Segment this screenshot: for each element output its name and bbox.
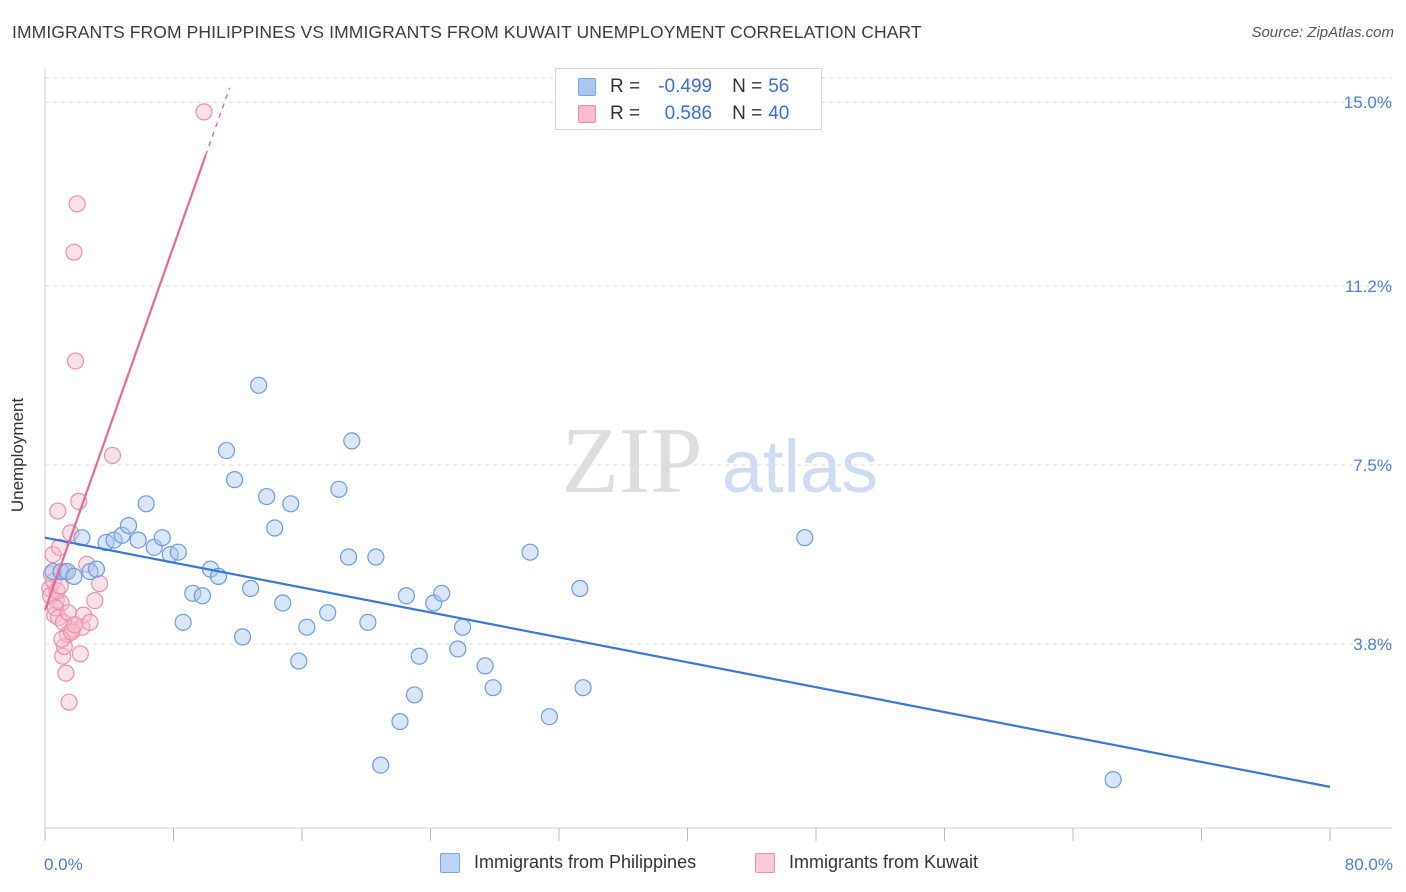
philippines-point [484, 679, 502, 697]
kuwait-trend-extension [204, 87, 231, 156]
legend-r-value: 0.586 [664, 103, 713, 124]
philippines-point [242, 579, 260, 598]
trend-lines [43, 87, 1331, 788]
philippines-point [540, 708, 558, 726]
philippines-point [274, 594, 292, 612]
kuwait-point [46, 599, 65, 617]
legend-label-philippines: Immigrants from Philippines [474, 852, 697, 872]
philippines-point [137, 495, 155, 513]
philippines-point [282, 495, 300, 513]
philippines-point [258, 487, 276, 506]
philippines-point [233, 628, 252, 646]
kuwait-point [81, 613, 99, 631]
legend-n-label: N = [732, 76, 763, 97]
watermark-atlas: atlas [722, 425, 878, 508]
legend-swatch-kuwait [755, 852, 775, 873]
philippines-point [193, 587, 212, 605]
philippines-point [405, 686, 424, 704]
philippines-point [129, 531, 147, 549]
kuwait-point [68, 195, 86, 213]
legend-label-kuwait: Immigrants from Kuwait [789, 852, 979, 872]
y-tick-label: 7.5% [1353, 456, 1392, 475]
legend-item-kuwait[interactable]: Immigrants from Kuwait [755, 852, 978, 873]
philippines-point [367, 548, 385, 566]
x-tick-label: 0.0% [44, 855, 83, 874]
philippines-point [153, 529, 171, 547]
philippines-point [290, 652, 308, 670]
philippines-point [339, 548, 358, 566]
axes [44, 68, 1392, 841]
kuwait-point [65, 243, 83, 261]
philippines-point [343, 432, 361, 450]
legend-item-philippines[interactable]: Immigrants from Philippines [440, 852, 696, 873]
source-label: Source: ZipAtlas.com [1251, 24, 1394, 41]
philippines-point [105, 531, 123, 549]
correlation-legend: R = -0.499 N = 56 R = 0.586 N = 40 [555, 68, 822, 130]
philippines-point [174, 613, 192, 631]
kuwait-trend-line [43, 155, 207, 611]
y-tick-label: 3.8% [1353, 635, 1392, 654]
philippines-point [372, 756, 390, 774]
philippines-point [266, 519, 284, 537]
kuwait-point [66, 616, 84, 634]
philippines-point [521, 543, 539, 561]
legend-row-kuwait: R = 0.586 N = 40 [578, 103, 789, 125]
kuwait-point [195, 103, 213, 121]
kuwait-point [57, 664, 75, 682]
philippines-point [476, 657, 494, 675]
philippines-point [391, 712, 409, 731]
legend-swatch-philippines [440, 852, 460, 873]
philippines-trend-line [44, 536, 1331, 788]
legend-swatch-kuwait [578, 105, 596, 123]
philippines-point [410, 647, 428, 665]
philippines-point [250, 376, 268, 394]
kuwait-points [41, 103, 213, 711]
y-tick-label: 11.2% [1345, 277, 1392, 296]
philippines-point [113, 526, 131, 544]
kuwait-point [60, 693, 78, 711]
watermark-zip: ZIP [562, 409, 703, 513]
chart-title: IMMIGRANTS FROM PHILIPPINES VS IMMIGRANT… [12, 22, 922, 42]
kuwait-point [49, 502, 67, 520]
philippines-point [449, 640, 467, 658]
philippines-point [330, 480, 348, 498]
philippines-point [397, 587, 416, 605]
philippines-point [433, 584, 451, 602]
philippines-point [217, 441, 236, 460]
kuwait-point [91, 575, 109, 593]
kuwait-point [50, 608, 68, 627]
philippines-point [574, 679, 592, 697]
philippines-point [319, 604, 337, 622]
philippines-point [225, 471, 244, 489]
legend-r-value: -0.499 [658, 76, 713, 97]
legend-row-philippines: R = -0.499 N = 56 [578, 76, 789, 98]
legend-swatch-philippines [578, 78, 596, 96]
tick-labels: 3.8% 7.5% 11.2% 15.0% 0.0% 80.0% [44, 93, 1393, 874]
legend-n-label: N = [732, 103, 763, 124]
philippines-point [87, 560, 106, 578]
legend-r-label: R = [610, 76, 641, 97]
y-axis-title: Unemployment [8, 397, 27, 513]
kuwait-point [86, 591, 104, 610]
kuwait-point [66, 352, 85, 370]
legend-r-label: R = [610, 103, 641, 124]
philippines-point [1104, 771, 1122, 789]
gridlines [45, 77, 1392, 645]
philippines-point [169, 543, 187, 561]
philippines-point [796, 529, 814, 547]
philippines-point [65, 567, 83, 585]
philippines-point [359, 613, 377, 631]
y-tick-label: 15.0% [1344, 93, 1392, 112]
philippines-point [571, 579, 589, 598]
legend-n-value: 40 [768, 103, 790, 124]
philippines-point [119, 516, 138, 535]
x-tick-label: 80.0% [1345, 855, 1393, 874]
kuwait-point [71, 645, 89, 663]
philippines-point [298, 618, 316, 636]
legend-n-value: 56 [768, 76, 790, 97]
philippines-point [454, 618, 472, 636]
kuwait-point [103, 446, 122, 465]
